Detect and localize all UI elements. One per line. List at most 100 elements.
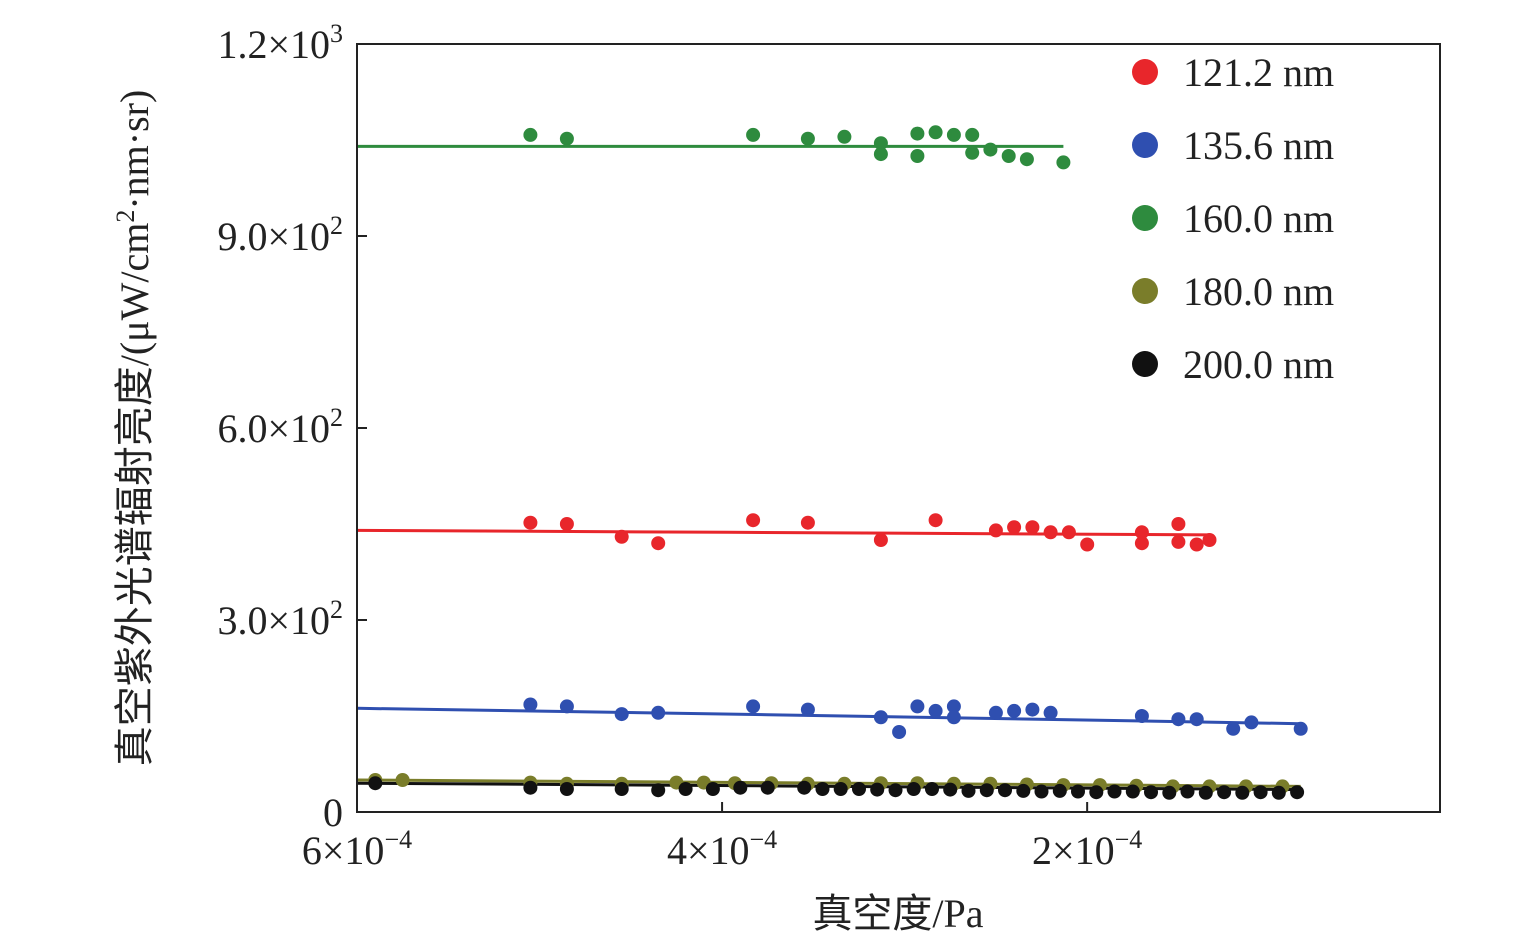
- data-point-200-0-nm: [1089, 785, 1104, 800]
- data-point-160-0-nm: [1019, 152, 1034, 167]
- y-axis-title: 真空紫外光谱辐射亮度/(μW/cm2·nm·sr): [111, 90, 157, 767]
- data-point-121-2-nm: [1171, 534, 1186, 549]
- data-point-200-0-nm: [614, 782, 629, 796]
- data-point-135-6-nm: [1293, 721, 1308, 736]
- legend-marker-180-0-nm: [1132, 278, 1158, 304]
- fit-lines: [356, 144, 1301, 792]
- data-point-200-0-nm: [705, 782, 720, 796]
- data-point-160-0-nm: [983, 142, 998, 157]
- data-point-135-6-nm: [946, 710, 961, 725]
- data-point-200-0-nm: [1034, 784, 1049, 799]
- legend-marker-121-2-nm: [1132, 59, 1158, 85]
- y-tick-label: 9.0×102: [217, 211, 343, 259]
- data-point-200-0-nm: [1107, 784, 1122, 799]
- legend-label-135-6-nm: 135.6 nm: [1183, 123, 1334, 168]
- x-axis-title: 真空度/Pa: [812, 891, 983, 936]
- data-point-200-0-nm: [925, 782, 939, 796]
- data-point-200-0-nm: [1180, 784, 1195, 799]
- data-point-200-0-nm: [651, 783, 666, 798]
- data-point-135-6-nm: [1171, 712, 1186, 727]
- data-point-160-0-nm: [873, 147, 888, 162]
- data-point-160-0-nm: [559, 131, 574, 146]
- data-point-200-0-nm: [833, 782, 848, 796]
- data-point-121-2-nm: [1171, 517, 1186, 531]
- legend: 121.2 nm 135.6 nm 160.0 nm 180.0 nm 200.0 nm: [1132, 50, 1334, 387]
- data-point-200-0-nm: [1271, 785, 1286, 800]
- data-point-200-0-nm: [906, 782, 921, 796]
- data-point-200-0-nm: [1071, 784, 1085, 799]
- data-point-121-2-nm: [1202, 533, 1217, 547]
- data-point-200-0-nm: [979, 783, 994, 798]
- data-point-200-0-nm: [1198, 785, 1213, 800]
- data-point-160-0-nm: [800, 131, 815, 146]
- legend-label-200-0-nm: 200.0 nm: [1183, 342, 1334, 387]
- data-point-200-0-nm: [733, 780, 748, 795]
- data-point-160-0-nm: [837, 129, 852, 144]
- data-point-200-0-nm: [961, 783, 976, 798]
- legend-marker-135-6-nm: [1132, 132, 1158, 158]
- data-point-135-6-nm: [946, 699, 961, 714]
- y-axis-ticks: 0 3.0×102 6.0×102 9.0×102 1.2×103: [217, 19, 367, 835]
- data-point-121-2-nm: [1061, 525, 1076, 540]
- data-point-135-6-nm: [1134, 709, 1149, 723]
- legend-marker-160-0-nm: [1132, 205, 1158, 231]
- data-point-200-0-nm: [797, 780, 812, 795]
- data-point-121-2-nm: [800, 515, 815, 530]
- data-point-200-0-nm: [368, 776, 383, 791]
- data-point-135-6-nm: [892, 725, 907, 739]
- fit-line-180-0-nm: [356, 778, 1301, 788]
- data-point-135-6-nm: [746, 699, 761, 714]
- data-point-160-0-nm: [1056, 155, 1071, 170]
- data-point-160-0-nm: [746, 127, 761, 142]
- data-point-121-2-nm: [651, 536, 666, 551]
- data-points: [368, 125, 1308, 800]
- data-point-121-2-nm: [1025, 520, 1040, 535]
- data-point-200-0-nm: [559, 782, 574, 796]
- data-point-180-0-nm: [395, 773, 410, 787]
- data-point-200-0-nm: [1253, 785, 1268, 800]
- data-point-200-0-nm: [1290, 785, 1305, 800]
- data-point-200-0-nm: [1217, 785, 1232, 800]
- legend-label-180-0-nm: 180.0 nm: [1183, 269, 1334, 314]
- data-point-200-0-nm: [943, 782, 958, 797]
- data-point-160-0-nm: [965, 145, 980, 160]
- y-tick-label: 3.0×102: [217, 595, 343, 643]
- data-point-121-2-nm: [988, 523, 1003, 538]
- data-point-160-0-nm: [873, 136, 888, 151]
- data-point-135-6-nm: [1189, 712, 1204, 727]
- y-tick-label: 1.2×103: [217, 19, 343, 67]
- data-point-135-6-nm: [614, 707, 629, 722]
- x-tick-label: 2×10−4: [1032, 825, 1142, 873]
- data-point-121-2-nm: [559, 517, 574, 531]
- y-axis-title-superscript: 2: [111, 210, 140, 223]
- data-point-121-2-nm: [873, 533, 888, 547]
- legend-label-121-2-nm: 121.2 nm: [1183, 50, 1334, 95]
- data-point-160-0-nm: [928, 125, 943, 140]
- data-point-200-0-nm: [870, 782, 885, 797]
- data-point-135-6-nm: [651, 705, 666, 720]
- x-axis-ticks: 6×10−4 4×10−4 2×10−4: [302, 802, 1142, 873]
- x-tick-label: 6×10−4: [302, 825, 412, 873]
- legend-label-160-0-nm: 160.0 nm: [1183, 196, 1334, 241]
- data-point-135-6-nm: [1007, 703, 1022, 718]
- data-point-121-2-nm: [1134, 525, 1149, 540]
- data-point-135-6-nm: [559, 699, 574, 714]
- x-tick-label: 4×10−4: [667, 825, 777, 873]
- data-point-121-2-nm: [746, 513, 761, 528]
- data-point-160-0-nm: [946, 127, 961, 142]
- y-tick-label: 6.0×102: [217, 403, 343, 451]
- data-point-135-6-nm: [988, 705, 1003, 720]
- data-point-200-0-nm: [888, 783, 903, 798]
- data-point-200-0-nm: [852, 782, 866, 796]
- y-axis-title-main: 真空紫外光谱辐射亮度/(μW/cm: [112, 223, 157, 767]
- data-point-135-6-nm: [800, 702, 815, 717]
- data-point-200-0-nm: [760, 780, 775, 795]
- data-point-200-0-nm: [1162, 785, 1177, 800]
- data-point-121-2-nm: [1189, 537, 1204, 552]
- data-point-135-6-nm: [523, 697, 538, 712]
- data-point-135-6-nm: [1025, 702, 1040, 717]
- data-point-121-2-nm: [614, 529, 629, 544]
- data-point-200-0-nm: [815, 782, 830, 796]
- y-axis-title-unit: ·nm·sr): [112, 90, 157, 210]
